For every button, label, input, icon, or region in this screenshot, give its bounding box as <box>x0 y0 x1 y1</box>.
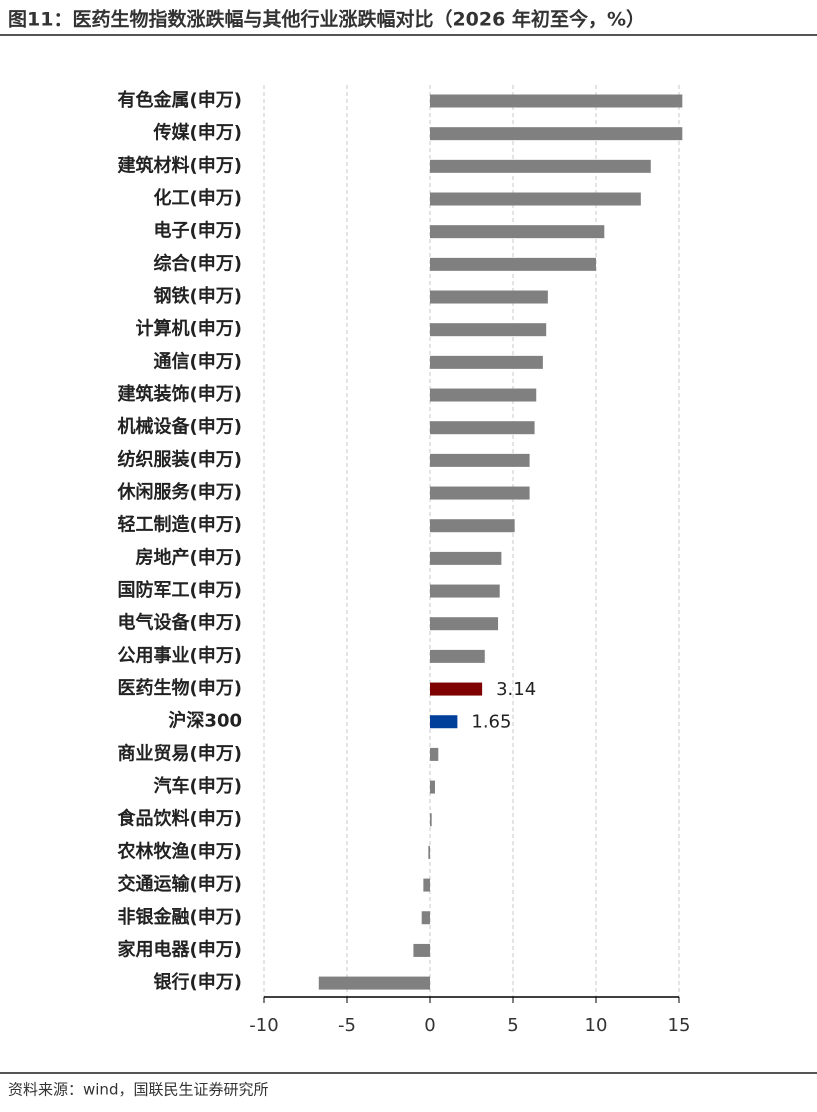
bar <box>430 551 502 565</box>
bar <box>430 257 596 271</box>
x-tick-label: 0 <box>424 1015 435 1036</box>
bar <box>430 780 435 794</box>
bar <box>430 290 548 304</box>
y-tick-label: 通信(申万) <box>154 350 242 372</box>
bar <box>430 682 483 696</box>
y-tick-label: 电子(申万) <box>154 220 242 242</box>
x-tick-label: 15 <box>668 1015 691 1036</box>
x-tick-label: 5 <box>507 1015 518 1036</box>
bar <box>423 878 430 892</box>
bar <box>430 519 515 533</box>
y-tick-label: 有色金属(申万) <box>118 89 242 111</box>
value-label: 1.65 <box>471 712 511 733</box>
bar <box>428 845 430 859</box>
bar <box>421 911 430 925</box>
y-tick-label: 传媒(申万) <box>153 122 242 144</box>
x-tick-label: -5 <box>338 1015 356 1036</box>
y-tick-label: 休闲服务(申万) <box>117 481 242 503</box>
bar <box>430 355 543 369</box>
x-tick-label: 10 <box>585 1015 608 1036</box>
bar <box>430 421 535 435</box>
bar <box>430 94 683 108</box>
y-tick-label: 计算机(申万) <box>136 318 242 340</box>
y-tick-label: 电气设备(申万) <box>118 612 242 634</box>
value-label: 3.14 <box>496 679 536 700</box>
y-tick-label: 公用事业(申万) <box>118 644 242 666</box>
y-tick-label: 综合(申万) <box>154 252 242 274</box>
y-tick-label: 化工(申万) <box>154 187 242 209</box>
bar <box>430 159 651 173</box>
chart-title: 图11：医药生物指数涨跌幅与其他行业涨跌幅对比（2026 年初至今，%） <box>8 8 645 31</box>
y-tick-label: 非银金融(申万) <box>118 906 242 928</box>
y-tick-label: 钢铁(申万) <box>154 285 242 307</box>
y-tick-label: 建筑材料(申万) <box>118 154 242 176</box>
y-tick-label: 轻工制造(申万) <box>118 514 242 536</box>
y-tick-label: 商业贸易(申万) <box>118 742 242 764</box>
y-tick-label: 沪深300 <box>168 710 242 732</box>
y-tick-label: 交通运输(申万) <box>118 873 242 895</box>
y-tick-label: 食品饮料(申万) <box>117 808 242 830</box>
bar <box>430 715 458 729</box>
bar <box>318 976 430 990</box>
y-tick-label: 医药生物(申万) <box>118 677 242 699</box>
y-tick-label: 汽车(申万) <box>154 775 242 797</box>
bar <box>413 943 430 957</box>
bar <box>430 747 439 761</box>
bar <box>430 453 530 467</box>
bar <box>430 813 432 827</box>
y-tick-label: 机械设备(申万) <box>118 416 242 438</box>
x-tick-label: -10 <box>249 1015 278 1036</box>
y-tick-label: 建筑装饰(申万) <box>118 383 242 405</box>
y-tick-label: 银行(申万) <box>154 971 242 993</box>
bar <box>430 649 485 663</box>
y-tick-label: 家用电器(申万) <box>118 938 242 960</box>
y-tick-label: 纺织服装(申万) <box>118 448 242 470</box>
y-tick-label: 国防军工(申万) <box>118 579 242 601</box>
y-tick-label: 房地产(申万) <box>136 546 242 568</box>
bar <box>430 225 605 239</box>
bar <box>430 127 683 141</box>
y-tick-label: 农林牧渔(申万) <box>117 840 242 862</box>
bar <box>430 617 499 631</box>
bar <box>430 192 641 206</box>
source-note: 资料来源：wind，国联民生证券研究所 <box>8 1081 268 1099</box>
bar <box>430 388 537 402</box>
bar <box>430 323 547 337</box>
bar <box>430 486 530 500</box>
bar <box>430 584 500 598</box>
